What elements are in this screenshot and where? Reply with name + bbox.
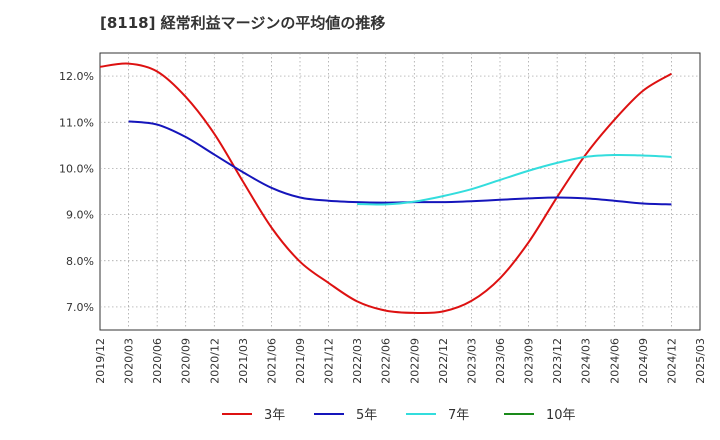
y-tick-label: 7.0%	[66, 301, 94, 314]
legend-label: 7年	[448, 408, 469, 423]
x-tick-label: 2021/09	[294, 338, 307, 384]
y-tick-label: 11.0%	[59, 116, 94, 129]
plot-area	[99, 52, 701, 331]
x-tick-label: 2021/03	[237, 338, 250, 384]
x-tick-label: 2022/03	[351, 338, 364, 384]
x-tick-label: 2023/09	[523, 338, 536, 384]
x-tick-label: 2021/12	[323, 338, 336, 384]
x-tick-label: 2024/03	[580, 338, 593, 384]
legend-label: 10年	[546, 408, 576, 423]
x-tick-label: 2023/03	[465, 338, 478, 384]
x-tick-label: 2024/06	[608, 338, 621, 384]
y-tick-label: 12.0%	[59, 70, 94, 83]
series-line-1	[99, 62, 672, 315]
legend-label: 3年	[264, 408, 285, 423]
series-line-2	[128, 120, 672, 206]
x-tick-label: 2020/09	[180, 338, 193, 384]
x-tick-label: 2024/12	[665, 338, 678, 384]
x-tick-label: 2020/03	[123, 338, 136, 384]
series-line-3	[357, 153, 672, 206]
x-tick-label: 2022/09	[408, 338, 421, 384]
x-tick-label: 2023/12	[551, 338, 564, 384]
chart-title: [8118] 経常利益マージンの平均値の推移	[100, 14, 386, 32]
x-tick-label: 2020/12	[208, 338, 221, 384]
y-tick-label: 10.0%	[59, 162, 94, 175]
y-tick-label: 8.0%	[66, 255, 94, 268]
x-tick-label: 2022/12	[437, 338, 450, 384]
x-tick-label: 2022/06	[380, 338, 393, 384]
x-tick-label: 2023/06	[494, 338, 507, 384]
x-tick-label: 2025/03	[694, 338, 707, 384]
y-tick-label: 9.0%	[66, 209, 94, 222]
legend-label: 5年	[356, 408, 377, 423]
x-tick-label: 2019/12	[94, 338, 107, 384]
x-tick-label: 2021/06	[265, 338, 278, 384]
x-tick-label: 2020/06	[151, 338, 164, 384]
x-tick-label: 2024/09	[637, 338, 650, 384]
